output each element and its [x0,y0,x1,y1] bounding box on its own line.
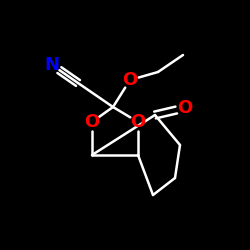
Text: O: O [122,71,138,89]
Text: O: O [84,113,100,131]
Text: N: N [44,56,60,74]
Text: O: O [178,99,192,117]
Text: O: O [130,113,146,131]
